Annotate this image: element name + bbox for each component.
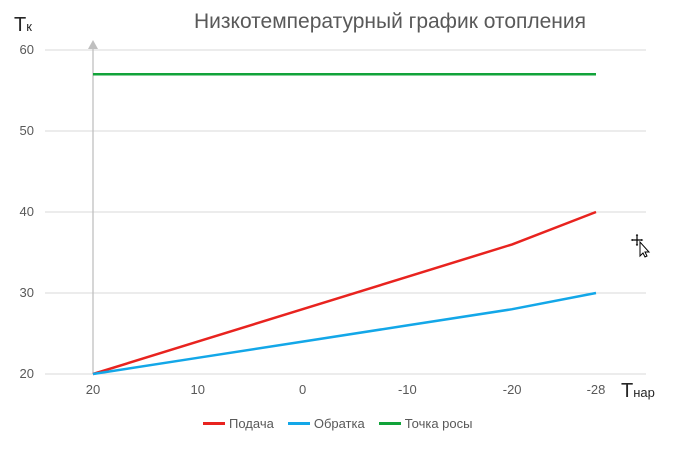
x-axis-title-main: Т <box>621 380 634 402</box>
x-tick-label: 10 <box>190 382 206 397</box>
y-tick-label: 50 <box>19 123 34 138</box>
x-axis-title-sub: нар <box>633 385 655 400</box>
legend-label: Подача <box>229 416 274 431</box>
series-line-0 <box>92 210 597 376</box>
legend-swatch <box>287 422 310 425</box>
x-tick-label: -20 <box>502 382 522 397</box>
y-axis-title-main: Т <box>14 14 27 36</box>
x-tick-label: -10 <box>397 382 417 397</box>
legend: Подача Обратка Точка росы <box>203 416 472 431</box>
series-lines <box>92 73 597 376</box>
x-axis-title: Тнар <box>621 380 655 403</box>
y-tick-label: 60 <box>19 42 34 57</box>
y-tick-label: 30 <box>19 285 34 300</box>
y-axis-title: Тк <box>14 14 32 37</box>
y-axis-arrowhead <box>88 40 98 49</box>
legend-label: Точка росы <box>404 416 473 431</box>
y-axis-arrow <box>88 40 98 374</box>
legend-item: Точка росы <box>378 416 473 431</box>
y-tick-label: 40 <box>19 204 34 219</box>
x-tick-label: 0 <box>298 382 307 397</box>
chart-title: Низкотемпературный график отопления <box>194 10 586 33</box>
x-tick-label: 20 <box>85 382 101 397</box>
x-tick-label: -28 <box>586 382 606 397</box>
legend-swatch <box>203 422 225 425</box>
move-cursor-icon <box>630 232 651 258</box>
legend-swatch <box>378 422 401 425</box>
y-axis-title-sub: к <box>26 19 32 34</box>
legend-label: Обратка <box>313 416 365 431</box>
legend-item: Обратка <box>287 416 365 431</box>
grid-lines <box>45 49 646 375</box>
y-tick-label: 20 <box>19 366 34 381</box>
series-line-1 <box>92 291 597 376</box>
legend-item: Подача <box>203 416 274 431</box>
